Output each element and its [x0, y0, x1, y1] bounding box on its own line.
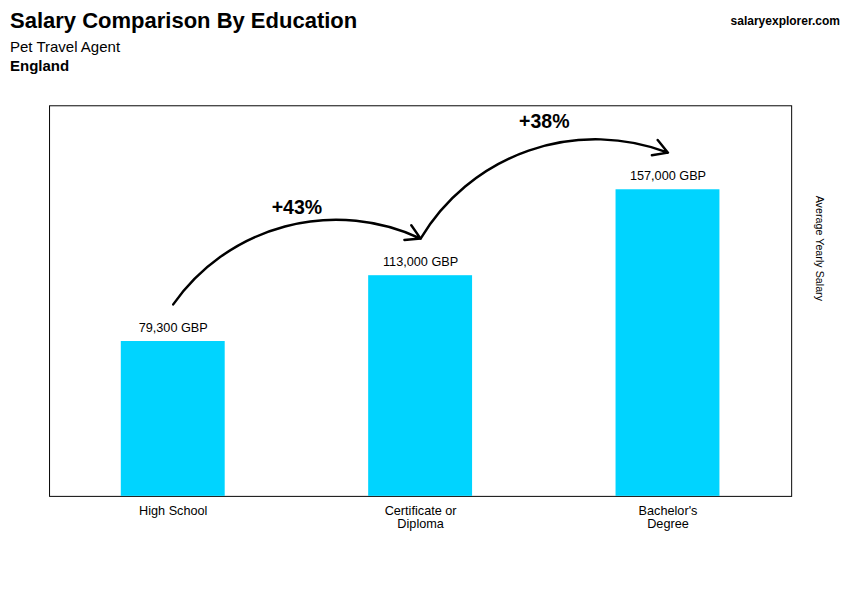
svg-text:Bachelor'sDegree: Bachelor'sDegree — [639, 504, 698, 531]
html-text:Salary Comparison By Education: Salary Comparison By Education — [10, 8, 358, 33]
svg-text:Certificate orDiploma: Certificate orDiploma — [385, 504, 458, 531]
svg-text:157,000 GBP: 157,000 GBP — [630, 169, 706, 183]
svg-text:High School: High School — [139, 504, 207, 518]
svg-text:79,300 GBP: 79,300 GBP — [139, 321, 208, 335]
svg-text:+43%: +43% — [272, 196, 322, 218]
html-text:salary explorer.com: salary explorer.com — [730, 14, 840, 28]
html-text:England: England — [10, 57, 70, 74]
html-text:Pet Travel Agent: Pet Travel Agent — [10, 38, 121, 55]
svg-text:+38%: +38% — [519, 110, 569, 132]
svg-text:113,000 GBP: 113,000 GBP — [383, 255, 458, 269]
svg-text:Average Yearly Salary: Average Yearly Salary — [814, 196, 826, 302]
